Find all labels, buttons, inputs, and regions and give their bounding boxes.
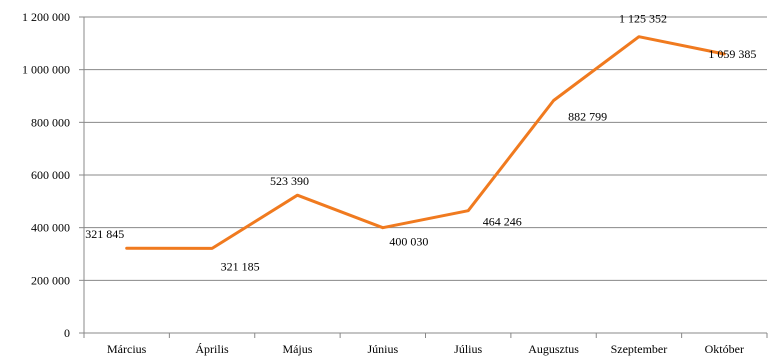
y-tick-label: 400 000 [31, 221, 70, 235]
series-group [125, 35, 726, 250]
y-tick-label: 200 000 [31, 273, 70, 287]
x-tick-label: Október [705, 342, 744, 356]
data-label: 1 125 352 [619, 12, 667, 26]
x-tick-label: Március [107, 342, 147, 356]
y-tick-label: 1 200 000 [22, 10, 70, 24]
data-label: 321 185 [221, 259, 260, 273]
y-tick-label: 1 000 000 [22, 63, 70, 77]
x-axis: Március Április Május Június Július Augusztus… [83, 333, 768, 356]
x-tick-label: Július [454, 342, 482, 356]
data-label: 523 390 [270, 174, 309, 188]
y-tick-label: 0 [64, 326, 70, 340]
gridlines [84, 16, 767, 334]
y-tick-label: 800 000 [31, 115, 70, 129]
y-tick-label: 600 000 [31, 168, 70, 182]
data-labels: 321 845 321 185 523 390 400 030 464 246 882 7… [85, 12, 756, 274]
data-label: 882 799 [568, 110, 607, 124]
x-tick-label: Szeptember [611, 342, 668, 356]
y-axis: 0 200 000 400 000 600 000 800 000 1 000 000 1 … [22, 10, 85, 340]
x-tick-label: Május [282, 342, 312, 356]
data-label: 400 030 [389, 235, 428, 249]
data-label: 464 246 [483, 215, 522, 229]
x-tick-label: Augusztus [528, 342, 579, 356]
series-line [125, 35, 726, 250]
data-label: 1 059 385 [708, 47, 756, 61]
x-tick-label: Április [195, 342, 229, 356]
data-label: 321 845 [85, 227, 124, 241]
x-tick-label: Június [367, 342, 398, 356]
